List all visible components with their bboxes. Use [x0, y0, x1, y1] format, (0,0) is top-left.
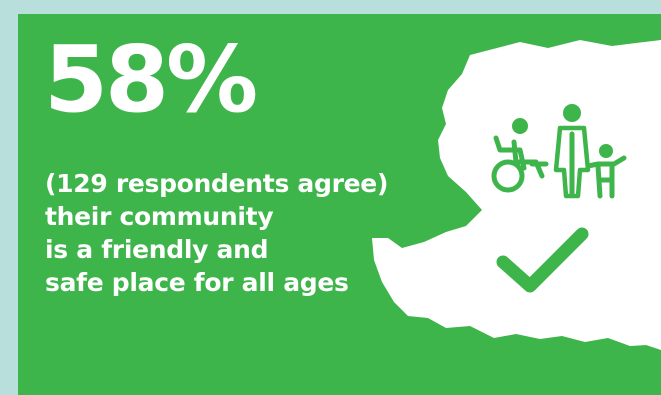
statement-line-3: is a friendly and	[45, 235, 269, 264]
checkmark-icon	[496, 227, 589, 293]
percentage-stat: 58%	[44, 26, 258, 133]
wheelchair-user-adult-child-icon	[491, 104, 627, 199]
statement-line-4: safe place for all ages	[45, 268, 349, 297]
statement-line-1: (129 respondents agree)	[45, 169, 389, 198]
statement-line-2: their community	[45, 202, 274, 231]
map-graphic	[372, 40, 661, 350]
statement-text: (129 respondents agree) their community …	[45, 167, 388, 299]
region-map-icon	[372, 40, 661, 350]
